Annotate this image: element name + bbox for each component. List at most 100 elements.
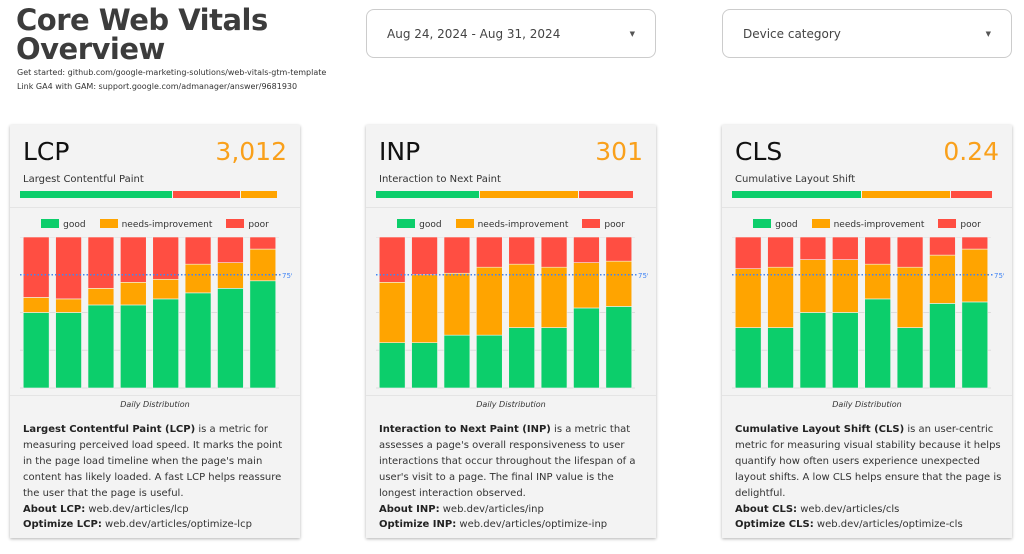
bar-needs-improvement xyxy=(55,298,82,313)
bar-poor xyxy=(864,237,891,265)
device-category-filter[interactable]: Device category ▼ xyxy=(722,9,1012,58)
get-started-link[interactable]: Get started: github.com/google-marketing… xyxy=(17,68,327,77)
summary-segment-good xyxy=(376,191,480,198)
bar-poor xyxy=(929,237,956,256)
metric-abbr: CLS xyxy=(735,137,783,166)
chart-legend: good needs-improvement poor xyxy=(366,219,656,230)
optimize-link[interactable]: Optimize LCP: web.dev/articles/optimize-… xyxy=(23,519,252,530)
about-link[interactable]: About INP: web.dev/articles/inp xyxy=(379,504,544,515)
page-title: Core Web Vitals Overview xyxy=(16,3,268,66)
bar-poor xyxy=(443,237,471,274)
bar-good xyxy=(249,280,277,389)
bar-needs-improvement xyxy=(22,297,50,313)
optimize-link[interactable]: Optimize CLS: web.dev/articles/optimize-… xyxy=(735,519,963,530)
bar-needs-improvement xyxy=(864,263,891,300)
summary-bar xyxy=(20,191,280,198)
divider xyxy=(366,207,656,208)
bar-good xyxy=(217,288,244,389)
bar-poor xyxy=(184,237,212,265)
chart-caption: Daily Distribution xyxy=(476,400,546,409)
metric-value: 0.24 xyxy=(943,137,999,166)
bar-needs-improvement xyxy=(87,288,115,306)
bar-poor xyxy=(249,237,277,250)
bar-good xyxy=(152,298,179,389)
bar-needs-improvement xyxy=(120,281,147,306)
bar-needs-improvement xyxy=(152,278,179,300)
bar-poor xyxy=(22,237,50,298)
bar-needs-improvement xyxy=(443,272,471,336)
bar-good xyxy=(605,306,633,389)
bar-poor xyxy=(540,237,568,268)
bar-good xyxy=(832,312,859,389)
bar-poor xyxy=(734,237,762,270)
bar-needs-improvement xyxy=(508,263,535,328)
bar-needs-improvement xyxy=(184,263,212,294)
divider xyxy=(10,395,300,396)
card-lcp: LCP 3,012 Largest Contentful Paint good … xyxy=(10,125,300,538)
chart-legend: good needs-improvement poor xyxy=(722,219,1012,230)
bar-good xyxy=(120,304,147,389)
divider xyxy=(366,395,656,396)
bar-needs-improvement xyxy=(411,274,438,343)
metric-name: Cumulative Layout Shift xyxy=(735,174,856,185)
optimize-link[interactable]: Optimize INP: web.dev/articles/optimize-… xyxy=(379,519,608,530)
summary-segment-poor xyxy=(950,191,992,198)
date-range-picker[interactable]: Aug 24, 2024 - Aug 31, 2024 ▼ xyxy=(366,9,656,58)
summary-segment-good xyxy=(20,191,173,198)
bar-poor xyxy=(961,237,989,250)
legend-good: good xyxy=(41,219,86,230)
bar-good xyxy=(411,342,438,389)
bar-needs-improvement xyxy=(929,254,956,304)
bar-needs-improvement xyxy=(799,259,827,313)
metric-abbr: LCP xyxy=(23,137,70,166)
metric-description: Largest Contentful Paint (LCP) is a metr… xyxy=(23,424,283,499)
bar-needs-improvement xyxy=(605,260,633,307)
bar-poor xyxy=(605,237,633,262)
bar-needs-improvement xyxy=(832,259,859,313)
bar-good xyxy=(896,327,924,389)
threshold-label: 75% xyxy=(638,272,648,280)
bar-needs-improvement xyxy=(540,266,568,328)
bar-needs-improvement xyxy=(961,248,989,303)
bar-poor xyxy=(378,237,406,283)
divider xyxy=(722,207,1012,208)
legend-needs-improvement: needs-improvement xyxy=(455,219,568,230)
bar-poor xyxy=(411,237,438,276)
chart-caption: Daily Distribution xyxy=(120,400,190,409)
bar-good xyxy=(508,327,535,389)
about-link[interactable]: About LCP: web.dev/articles/lcp xyxy=(23,504,189,515)
metric-value: 3,012 xyxy=(215,137,287,166)
bar-good xyxy=(443,334,471,389)
link-ga4-link[interactable]: Link GA4 with GAM: support.google.com/ad… xyxy=(17,82,298,91)
bar-good xyxy=(184,292,212,389)
metric-description: Interaction to Next Paint (INP) is a met… xyxy=(379,424,636,499)
legend-poor: poor xyxy=(582,219,625,230)
bar-needs-improvement xyxy=(734,268,762,328)
bar-poor xyxy=(573,237,600,263)
threshold-label: 75% xyxy=(994,272,1004,280)
about-link[interactable]: About CLS: web.dev/articles/cls xyxy=(735,504,900,515)
divider xyxy=(10,207,300,208)
summary-bar xyxy=(376,191,636,198)
caret-down-icon: ▼ xyxy=(629,29,635,38)
summary-segment-poor xyxy=(579,191,634,198)
metric-description: Cumulative Layout Shift (CLS) is an user… xyxy=(735,424,1002,499)
legend-poor: poor xyxy=(226,219,269,230)
bar-poor xyxy=(767,237,794,268)
metric-links: About CLS: web.dev/articles/cls Optimize… xyxy=(735,502,963,532)
legend-good: good xyxy=(397,219,442,230)
bar-poor xyxy=(896,237,924,268)
metric-links: About LCP: web.dev/articles/lcp Optimize… xyxy=(23,502,252,532)
metric-name: Interaction to Next Paint xyxy=(379,174,501,185)
bar-good xyxy=(476,334,503,389)
bar-good xyxy=(55,312,82,389)
daily-distribution-chart: 75% xyxy=(20,237,292,389)
bar-needs-improvement xyxy=(476,266,503,336)
summary-segment-good xyxy=(732,191,861,198)
legend-good: good xyxy=(753,219,798,230)
metric-name: Largest Contentful Paint xyxy=(23,174,144,185)
bar-needs-improvement xyxy=(767,266,794,328)
bar-poor xyxy=(152,237,179,280)
bar-poor xyxy=(508,237,535,265)
summary-bar xyxy=(732,191,992,198)
